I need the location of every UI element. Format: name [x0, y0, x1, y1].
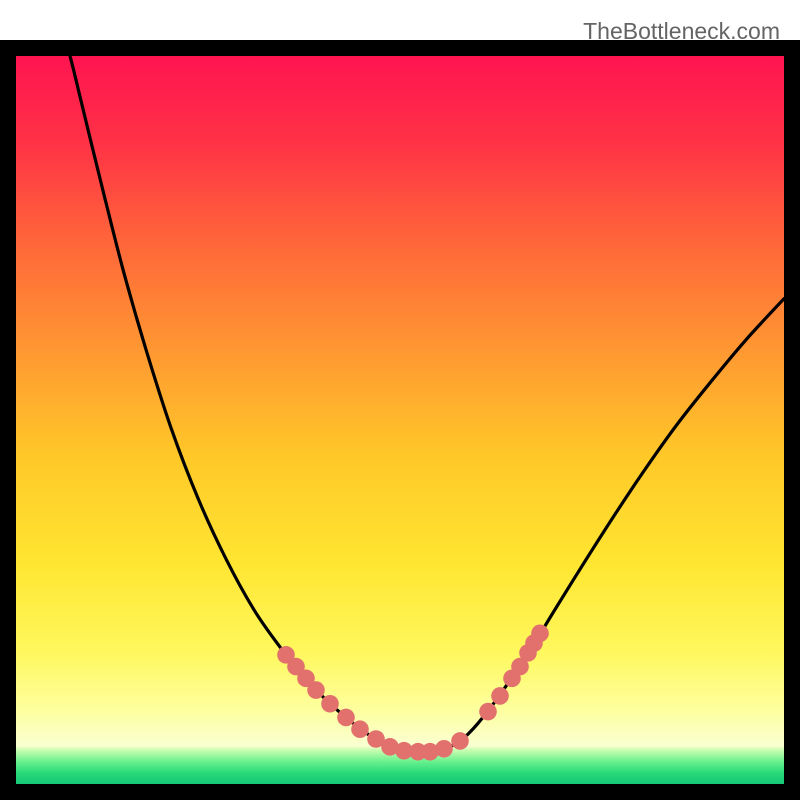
curve-marker	[491, 687, 509, 705]
border-bottom	[0, 784, 800, 800]
border-left	[0, 40, 16, 800]
curve-marker	[479, 703, 497, 721]
curve-marker	[307, 681, 325, 699]
plot-area	[16, 56, 784, 784]
curve-marker	[337, 709, 355, 727]
curve-marker	[531, 625, 549, 643]
curve-marker	[321, 695, 339, 713]
bottleneck-curve	[70, 56, 784, 752]
curve-marker	[451, 732, 469, 750]
watermark-text: TheBottleneck.com	[583, 18, 780, 45]
chart-frame: TheBottleneck.com	[0, 0, 800, 800]
curve-marker	[435, 740, 453, 758]
plot-svg	[16, 56, 784, 784]
curve-marker	[351, 720, 369, 738]
border-right	[784, 40, 800, 800]
